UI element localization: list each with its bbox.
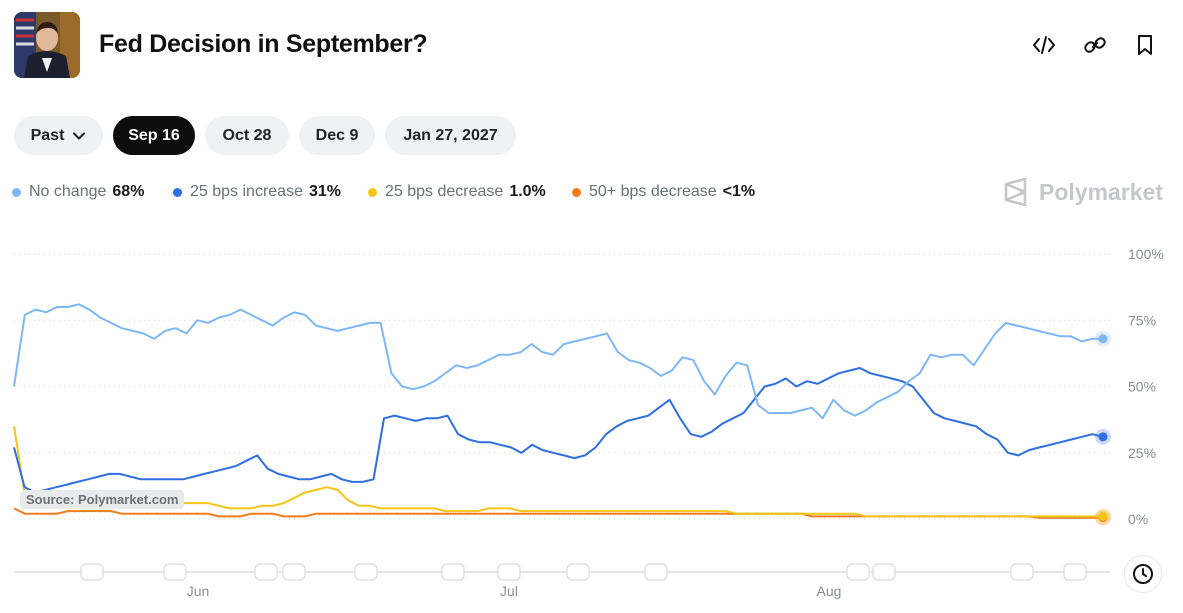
market-thumbnail-image xyxy=(14,12,80,78)
series-line-25-bps-decrease xyxy=(13,426,1103,518)
legend-item-25-bps-decrease[interactable]: 25 bps decrease 1.0% xyxy=(368,183,546,201)
legend-dot xyxy=(368,187,377,197)
legend-dot xyxy=(572,187,581,197)
chevron-down-icon xyxy=(73,132,86,139)
tab-dec-9[interactable]: Dec 9 xyxy=(299,116,375,155)
legend-dot xyxy=(12,187,21,197)
tab-label: Past xyxy=(30,126,65,144)
tab-jan-27-2027[interactable]: Jan 27, 2027 xyxy=(385,116,516,155)
x-tick-label: Jul xyxy=(500,583,518,599)
tab-sep-16[interactable]: Sep 16 xyxy=(113,116,195,155)
tab-label: Jan 27, 2027 xyxy=(403,126,498,144)
tab-label: Sep 16 xyxy=(128,126,180,144)
tab-label: Dec 9 xyxy=(315,126,359,144)
legend-item-50-bps-decrease[interactable]: 50+ bps decrease <1% xyxy=(572,183,755,201)
tab-past[interactable]: Past xyxy=(14,116,103,155)
polymarket-watermark: Polymarket xyxy=(1003,178,1163,206)
y-tick-label: 50% xyxy=(1128,379,1156,395)
range-handle xyxy=(254,563,278,581)
series-endpoint xyxy=(1098,432,1108,442)
range-handle xyxy=(163,563,187,581)
series-line-no-change xyxy=(13,303,1103,420)
legend-value: 1.0% xyxy=(509,183,546,200)
probability-line-chart[interactable]: 100% 75% 50% 25% 0% Jun Jul Aug xyxy=(0,230,1183,613)
time-range-button[interactable] xyxy=(1124,555,1162,593)
range-handle xyxy=(566,563,590,581)
source-label: Source: Polymarket.com xyxy=(20,490,185,509)
legend-value: <1% xyxy=(722,183,756,200)
legend-item-no-change[interactable]: No change 68% xyxy=(12,183,144,201)
tab-oct-28[interactable]: Oct 28 xyxy=(205,116,289,155)
range-handle xyxy=(644,563,668,581)
market-title: Fed Decision in September? xyxy=(99,30,428,58)
series-endpoint xyxy=(1098,511,1108,521)
legend-label: 25 bps decrease xyxy=(385,183,504,200)
legend-item-25-bps-increase[interactable]: 25 bps increase 31% xyxy=(173,183,341,201)
x-tick-label: Jun xyxy=(187,583,210,599)
polymarket-logo-icon xyxy=(1004,178,1027,206)
legend-dot xyxy=(173,187,182,197)
legend-label: 50+ bps decrease xyxy=(589,183,717,200)
y-tick-label: 25% xyxy=(1128,445,1156,461)
brand-label: Polymarket xyxy=(1039,178,1164,205)
range-handle xyxy=(80,563,104,581)
bookmark-icon[interactable] xyxy=(1132,32,1158,58)
x-tick-label: Aug xyxy=(817,583,842,599)
range-handle xyxy=(1010,563,1034,581)
series-line-25-bps-increase xyxy=(13,367,1104,494)
range-handle xyxy=(441,563,465,581)
legend-label: 25 bps increase xyxy=(190,183,303,200)
y-tick-label: 75% xyxy=(1128,312,1156,328)
range-handle xyxy=(282,563,306,581)
code-embed-icon[interactable] xyxy=(1031,32,1057,58)
range-handle xyxy=(872,563,896,581)
legend-value: 68% xyxy=(112,183,145,200)
link-icon[interactable] xyxy=(1082,32,1108,58)
market-thumbnail xyxy=(14,12,80,78)
clock-icon xyxy=(1133,564,1153,584)
range-handle xyxy=(497,563,521,581)
range-handle xyxy=(354,563,378,581)
y-tick-label: 100% xyxy=(1128,246,1164,262)
tab-label: Oct 28 xyxy=(222,126,272,144)
range-handle xyxy=(1063,563,1087,581)
market-header: Fed Decision in September? xyxy=(14,12,1174,78)
range-handle xyxy=(846,563,870,581)
legend-label: No change xyxy=(29,183,107,200)
y-tick-label: 0% xyxy=(1128,511,1148,527)
legend-value: 31% xyxy=(308,183,341,200)
series-endpoint xyxy=(1098,334,1108,344)
